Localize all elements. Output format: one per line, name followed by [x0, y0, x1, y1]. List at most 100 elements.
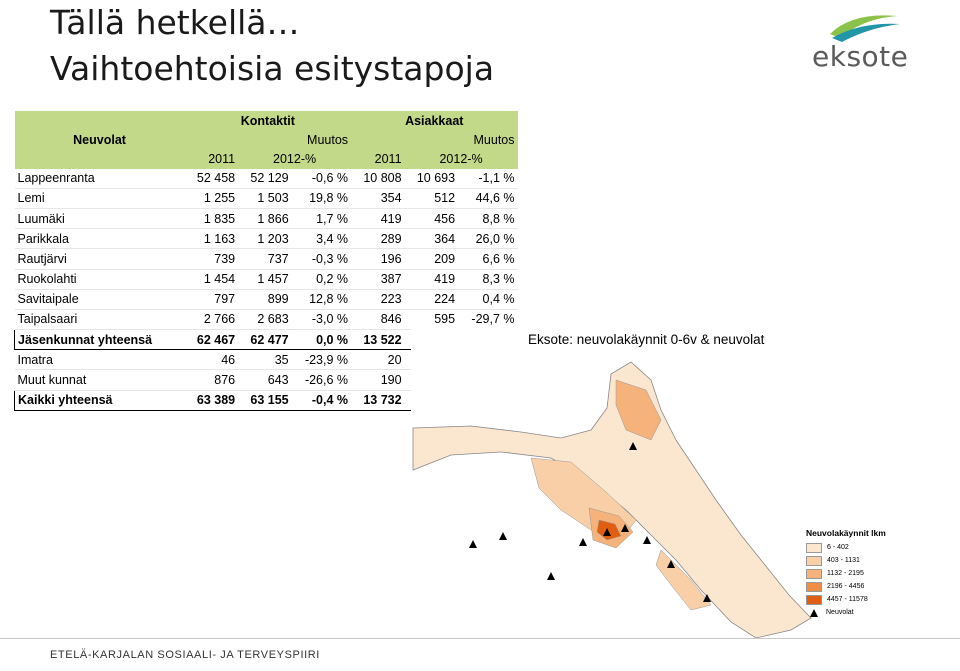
legend-title: Neuvolakäynnit lkm — [806, 528, 886, 538]
cell-c2012: 1 503 — [238, 188, 292, 209]
clinic-marker — [667, 560, 675, 568]
cell-a2011: 13 732 — [351, 389, 405, 411]
cell-cchg: 19,8 % — [291, 188, 352, 209]
legend-marker-row: Neuvolat — [806, 606, 956, 619]
cell-c2012: 35 — [238, 349, 292, 371]
cell-c2011: 1 454 — [184, 269, 239, 290]
cell-achg: 26,0 % — [458, 228, 518, 250]
header-contacts-year: 2011 — [184, 149, 239, 169]
cell-c2012: 52 129 — [238, 168, 292, 189]
cell-a2011: 419 — [351, 208, 405, 230]
row-name: Taipalsaari — [14, 309, 185, 331]
row-name: Parikkala — [14, 228, 185, 250]
legend-swatch — [806, 568, 822, 579]
cell-c2012: 1 203 — [238, 228, 292, 250]
title-line-2: Vaihtoehtoisia esitystapoja — [50, 49, 495, 88]
cell-cchg: -26,6 % — [291, 369, 352, 391]
cell-a2011: 196 — [351, 248, 405, 270]
header-clients: Asiakkaat — [351, 111, 518, 131]
table-row: Parikkala 1 163 1 203 3,4 % 289 364 26,0 % — [14, 228, 518, 250]
header-contacts-change: Muutos — [184, 130, 352, 150]
table-row: Lappeenranta 52 458 52 129 -0,6 % 10 808 10 6… — [14, 168, 518, 189]
cell-cchg: 3,4 % — [291, 228, 352, 250]
cell-c2012: 63 155 — [238, 389, 292, 411]
legend-item: 6 - 402 — [806, 541, 956, 554]
cell-achg: 0,4 % — [458, 289, 518, 310]
clinic-marker — [603, 528, 611, 536]
cell-achg: 8,8 % — [458, 208, 518, 230]
cell-cchg: -0,4 % — [291, 389, 352, 411]
clinic-markers — [469, 442, 711, 602]
cell-a2011: 13 522 — [351, 329, 405, 351]
legend-item: 2196 - 4456 — [806, 580, 956, 593]
clinic-marker — [547, 572, 555, 580]
row-name: Muut kunnat — [14, 369, 185, 391]
cell-c2011: 1 835 — [184, 208, 239, 230]
cell-a2011: 354 — [351, 188, 405, 209]
cell-c2012: 737 — [238, 248, 292, 270]
cell-c2011: 1 255 — [184, 188, 239, 209]
triangle-icon — [810, 608, 818, 617]
table-row: Savitaipale 797 899 12,8 % 223 224 0,4 % — [14, 289, 518, 310]
cell-a2011: 387 — [351, 269, 405, 290]
cell-cchg: -3,0 % — [291, 309, 352, 331]
cell-c2011: 739 — [184, 248, 239, 270]
cell-c2012: 1 866 — [238, 208, 292, 230]
map-title: Eksote: neuvolakäynnit 0-6v & neuvolat — [528, 332, 765, 347]
header-region: Neuvolat — [14, 111, 185, 169]
cell-a2011: 223 — [351, 289, 405, 310]
cell-a2012: 512 — [404, 188, 459, 209]
cell-c2011: 52 458 — [184, 168, 239, 189]
table-header-row-1: Neuvolat Kontaktit Asiakkaat — [14, 111, 518, 169]
cell-c2011: 62 467 — [184, 329, 239, 351]
clinic-marker — [621, 524, 629, 532]
header-contacts-change-year: 2012-% — [238, 149, 352, 169]
clinic-marker — [499, 532, 507, 540]
table-row: Taipalsaari 2 766 2 683 -3,0 % 846 595 -29,7 % — [14, 309, 518, 331]
header-clients-change: Muutos — [351, 130, 518, 150]
cell-a2012: 209 — [404, 248, 459, 270]
clinic-marker — [469, 540, 477, 548]
cell-cchg: -0,6 % — [291, 168, 352, 189]
table-header-row-2: Muutos Muutos — [15, 130, 518, 150]
clinic-marker — [629, 442, 637, 450]
cell-a2012: 419 — [404, 269, 459, 290]
table-row: Rautjärvi 739 737 -0,3 % 196 209 6,6 % — [14, 248, 518, 270]
legend-swatch — [806, 594, 822, 605]
logo-text: eksote — [812, 40, 909, 73]
legend-swatch — [806, 555, 822, 566]
cell-c2011: 876 — [184, 369, 239, 391]
cell-achg: -1,1 % — [458, 168, 518, 189]
cell-cchg: 12,8 % — [291, 289, 352, 310]
legend-marker-label: Neuvolat — [826, 609, 854, 616]
cell-cchg: -0,3 % — [291, 248, 352, 270]
header-clients-year: 2011 — [351, 149, 405, 169]
row-name: Lappeenranta — [14, 168, 185, 189]
cell-c2012: 1 457 — [238, 269, 292, 290]
legend-label: 4457 - 11578 — [827, 596, 868, 603]
table-row: Ruokolahti 1 454 1 457 0,2 % 387 419 8,3 % — [14, 269, 518, 290]
cell-c2011: 46 — [184, 349, 239, 371]
cell-c2012: 643 — [238, 369, 292, 391]
header-clients-change-year: 2012-% — [404, 149, 518, 169]
table-row: Luumäki 1 835 1 866 1,7 % 419 456 8,8 % — [14, 208, 518, 230]
legend-item: 403 - 1131 — [806, 554, 956, 567]
row-name: Ruokolahti — [14, 269, 185, 290]
row-name: Kaikki yhteensä — [13, 389, 185, 411]
cell-c2012: 2 683 — [238, 309, 292, 331]
map-area-eastern — [615, 379, 662, 441]
cell-achg: 8,3 % — [458, 269, 518, 290]
cell-cchg: 1,7 % — [291, 208, 352, 230]
cell-a2011: 10 808 — [351, 168, 405, 189]
cell-c2012: 899 — [238, 289, 292, 310]
cell-c2011: 1 163 — [184, 228, 239, 250]
table-row: Lemi 1 255 1 503 19,8 % 354 512 44,6 % — [14, 188, 518, 209]
slide-title: Tällä hetkellä… Vaihtoehtoisia esitystap… — [50, 0, 494, 92]
legend-swatch — [806, 542, 822, 553]
clinic-marker — [703, 594, 711, 602]
title-line-1: Tällä hetkellä… — [50, 3, 300, 42]
cell-cchg: 0,0 % — [291, 329, 352, 351]
cell-a2011: 846 — [351, 309, 405, 331]
row-name: Imatra — [14, 349, 185, 371]
cell-cchg: 0,2 % — [291, 269, 352, 290]
